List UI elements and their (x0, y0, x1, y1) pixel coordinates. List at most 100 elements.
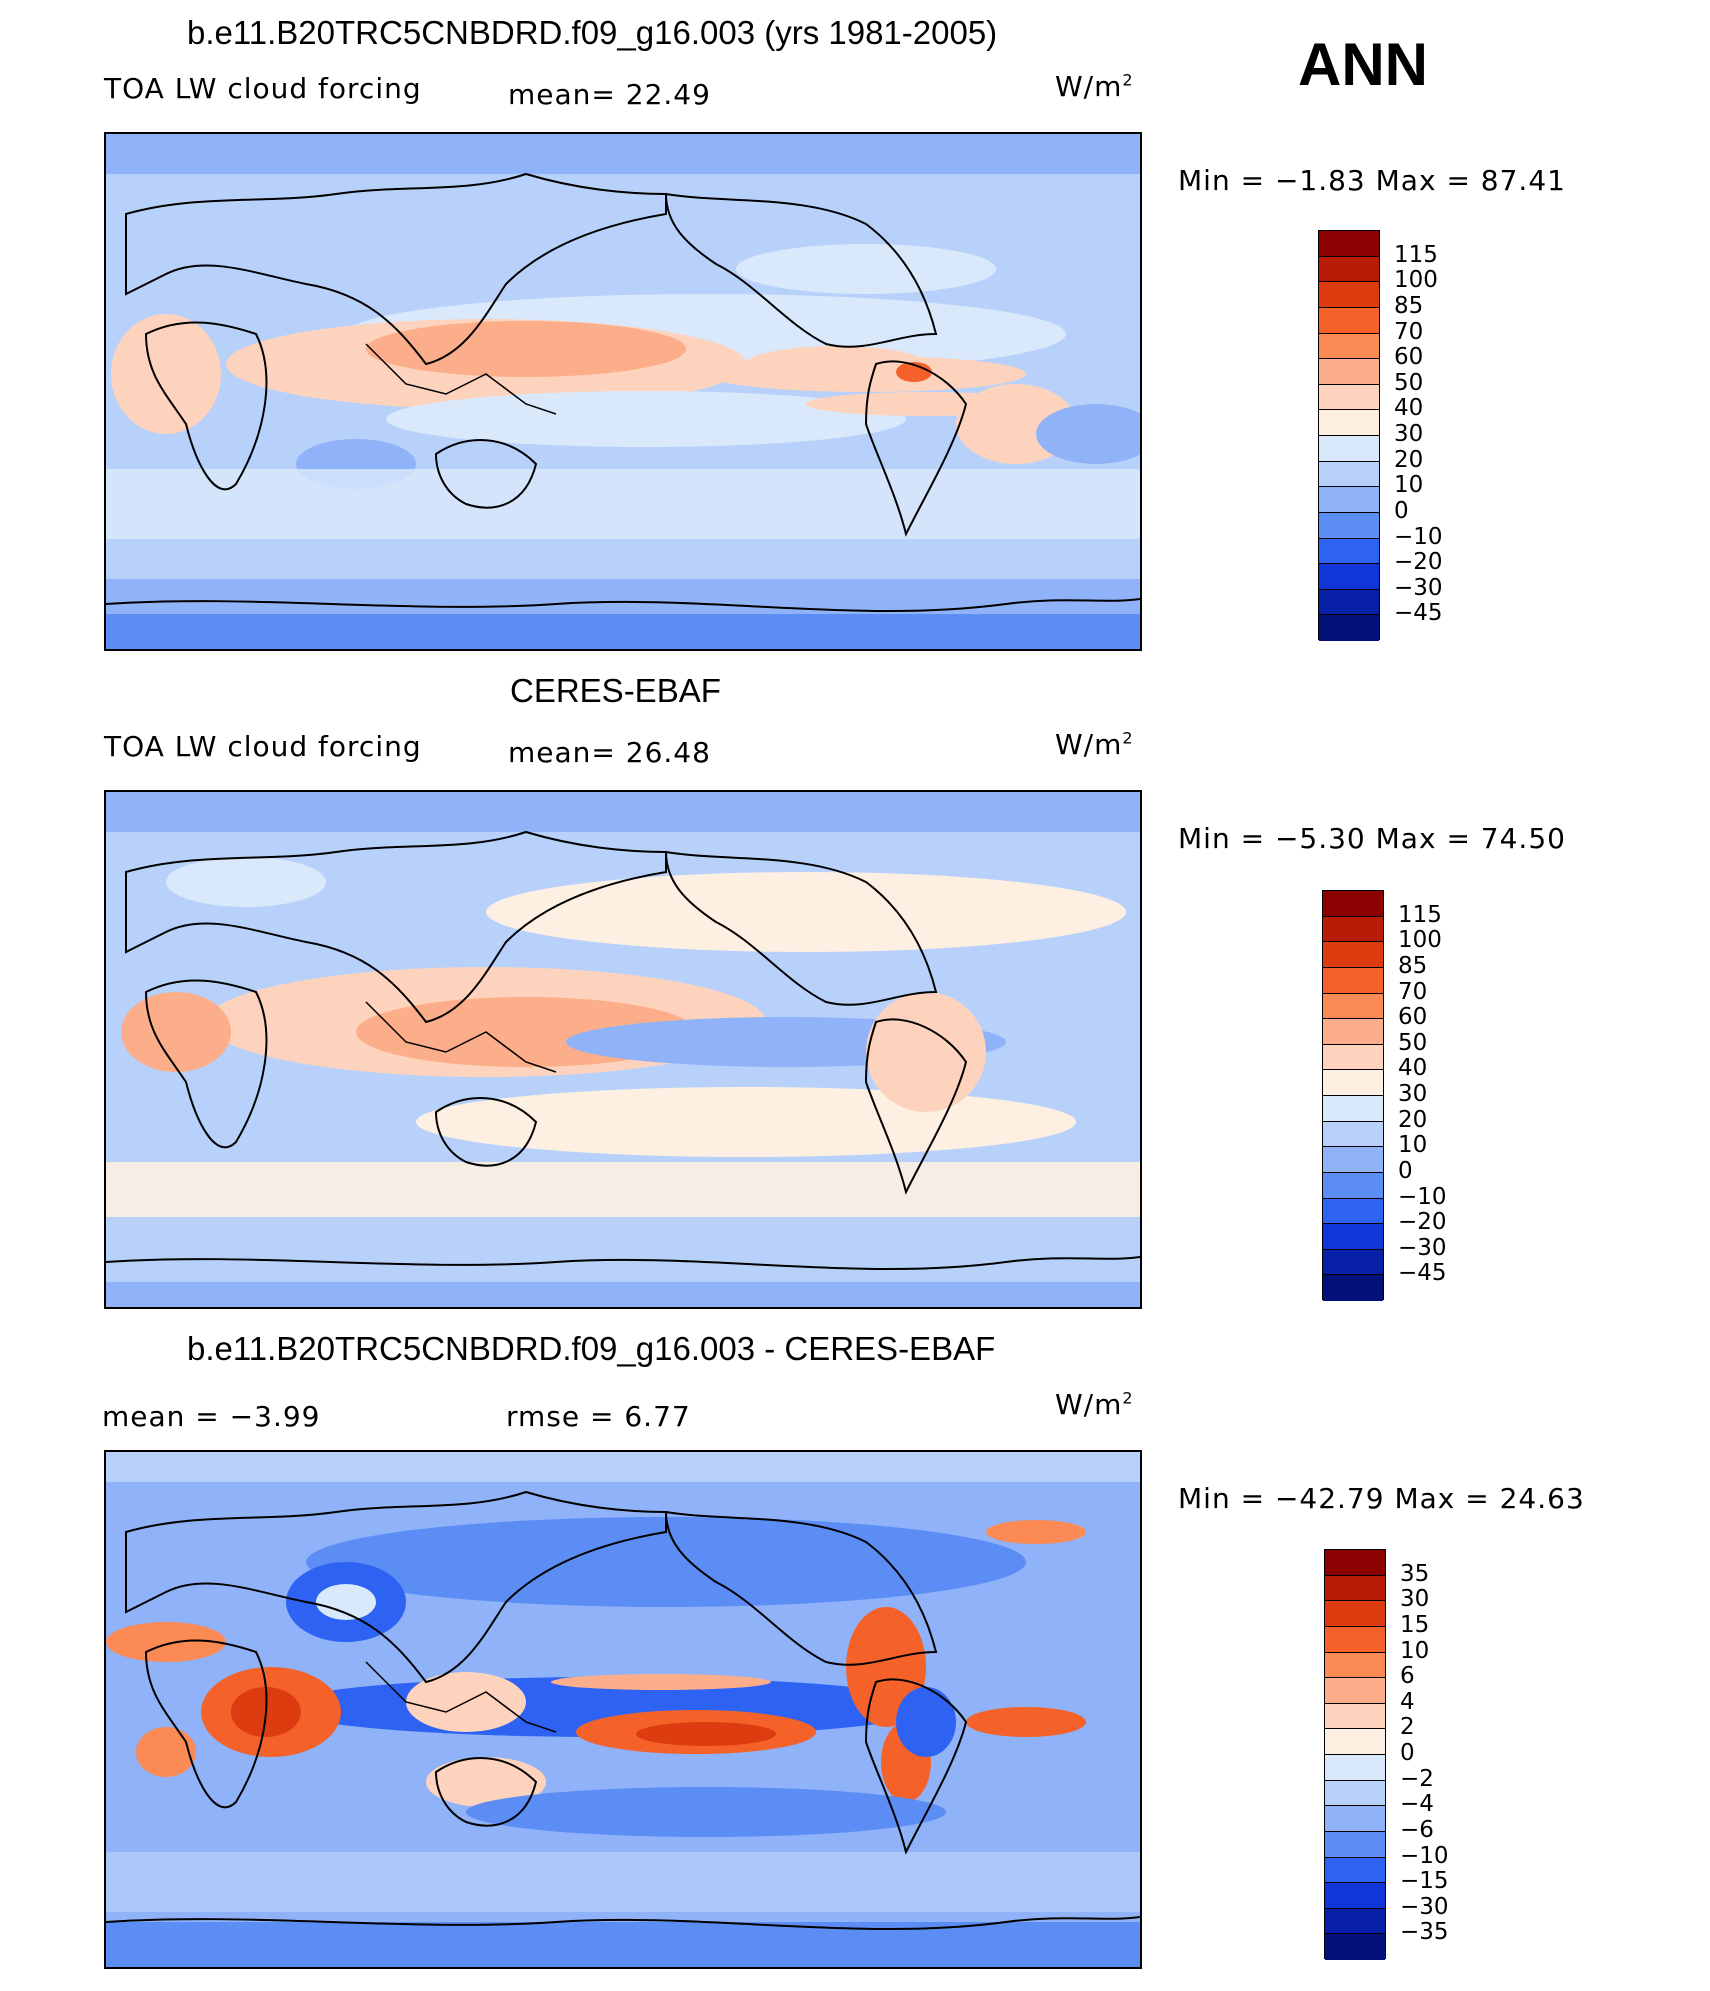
colorbar-swatch (1319, 410, 1379, 436)
colorbar-label: −10 (1394, 523, 1443, 550)
colorbar-label: 20 (1394, 446, 1424, 473)
colorbar-label: 85 (1394, 292, 1424, 319)
colorbar-label: 70 (1394, 318, 1424, 345)
colorbar-swatch (1323, 967, 1383, 994)
colorbar-label: 20 (1398, 1106, 1428, 1133)
panel-1-units: W/m2 (1055, 70, 1134, 103)
colorbar-label: 40 (1398, 1055, 1428, 1082)
colorbar-label: 10 (1398, 1132, 1428, 1159)
panel-1-variable-label: TOA LW cloud forcing (104, 72, 422, 105)
colorbar-label: −20 (1398, 1209, 1447, 1236)
panel-3-colorbar (1324, 1549, 1386, 1960)
colorbar-label: 115 (1398, 901, 1442, 928)
colorbar-swatch (1323, 1249, 1383, 1276)
colorbar-label: −35 (1400, 1919, 1449, 1946)
colorbar-label: 115 (1394, 241, 1438, 268)
colorbar-label: 0 (1394, 497, 1409, 524)
colorbar-swatch (1323, 942, 1383, 968)
colorbar-swatch (1323, 1070, 1383, 1096)
panel-2-title: CERES-EBAF (510, 672, 721, 709)
colorbar-swatch (1325, 1729, 1385, 1755)
panel-1-mean-label: mean= 22.49 (508, 78, 711, 111)
colorbar-label: 60 (1394, 344, 1424, 371)
colorbar-label: −2 (1400, 1765, 1434, 1792)
colorbar-label: 60 (1398, 1004, 1428, 1031)
colorbar-swatch (1325, 1857, 1385, 1884)
colorbar-label: 35 (1400, 1560, 1430, 1587)
colorbar-label: 30 (1398, 1081, 1428, 1107)
colorbar-swatch (1323, 1172, 1383, 1199)
colorbar-swatch (1319, 359, 1379, 385)
colorbar-swatch (1319, 615, 1379, 641)
colorbar-label: 100 (1398, 927, 1442, 954)
colorbar-swatch (1325, 1626, 1385, 1653)
colorbar-label: 0 (1400, 1740, 1415, 1766)
panel-2-mean-label: mean= 26.48 (508, 736, 711, 769)
panel-3-map (104, 1450, 1142, 1969)
colorbar-label: 10 (1394, 472, 1424, 499)
panel-1-title: b.e11.B20TRC5CNBDRD.f09_g16.003 (yrs 198… (187, 14, 998, 51)
colorbar-swatch (1325, 1806, 1385, 1832)
colorbar-swatch (1319, 461, 1379, 488)
colorbar-swatch (1319, 436, 1379, 462)
colorbar-swatch (1323, 993, 1383, 1020)
colorbar-swatch (1319, 333, 1379, 360)
colorbar-label: 30 (1400, 1586, 1430, 1613)
colorbar-label: 40 (1394, 395, 1424, 422)
colorbar-label: 2 (1400, 1714, 1415, 1741)
colorbar-swatch (1323, 1224, 1383, 1250)
colorbar-label: −30 (1394, 574, 1443, 601)
colorbar-label: 30 (1394, 421, 1424, 447)
colorbar-swatch (1323, 1147, 1383, 1173)
colorbar-label: −30 (1398, 1234, 1447, 1261)
panel-3-title: b.e11.B20TRC5CNBDRD.f09_g16.003 - CERES-… (187, 1330, 996, 1367)
panel-2-map (104, 790, 1142, 1309)
colorbar-swatch (1325, 1652, 1385, 1679)
colorbar-swatch (1323, 1121, 1383, 1148)
colorbar-swatch (1323, 1044, 1383, 1071)
colorbar-swatch (1319, 589, 1379, 616)
colorbar-swatch (1325, 1908, 1385, 1935)
colorbar-swatch (1319, 282, 1379, 308)
colorbar-label: −30 (1400, 1893, 1449, 1920)
panel-2-variable-label: TOA LW cloud forcing (104, 730, 422, 763)
colorbar-swatch (1319, 384, 1379, 411)
colorbar-swatch (1323, 1198, 1383, 1225)
colorbar-label: 100 (1394, 267, 1438, 294)
colorbar-swatch (1325, 1755, 1385, 1781)
colorbar-label: −45 (1394, 600, 1443, 627)
panel-3-minmax: Min = −42.79 Max = 24.63 (1178, 1482, 1585, 1515)
panel-1-minmax: Min = −1.83 Max = 87.41 (1178, 164, 1566, 197)
colorbar-label: 6 (1400, 1663, 1415, 1690)
colorbar-swatch (1319, 564, 1379, 590)
colorbar-swatch (1319, 256, 1379, 283)
colorbar-label: 15 (1400, 1611, 1430, 1638)
panel-2-minmax: Min = −5.30 Max = 74.50 (1178, 822, 1566, 855)
colorbar-swatch (1325, 1678, 1385, 1704)
colorbar-swatch (1319, 307, 1379, 334)
colorbar-swatch (1323, 1096, 1383, 1122)
colorbar-swatch (1325, 1703, 1385, 1730)
colorbar-label: −15 (1400, 1868, 1449, 1895)
colorbar-swatch (1325, 1883, 1385, 1909)
colorbar-swatch (1323, 916, 1383, 943)
colorbar-label: 50 (1394, 369, 1424, 396)
panel-1-map (104, 132, 1142, 651)
colorbar-label: 4 (1400, 1688, 1415, 1715)
colorbar-swatch (1325, 1575, 1385, 1602)
panel-1-colorbar (1318, 230, 1380, 641)
colorbar-label: −20 (1394, 549, 1443, 576)
colorbar-swatch (1319, 487, 1379, 513)
colorbar-swatch (1325, 1934, 1385, 1960)
colorbar-swatch (1323, 1019, 1383, 1045)
colorbar-swatch (1325, 1780, 1385, 1807)
colorbar-label: −10 (1400, 1842, 1449, 1869)
colorbar-label: −4 (1400, 1791, 1434, 1818)
panel-2-units: W/m2 (1055, 728, 1134, 761)
colorbar-label: −6 (1400, 1816, 1434, 1843)
colorbar-swatch (1325, 1831, 1385, 1858)
colorbar-label: 50 (1398, 1029, 1428, 1056)
colorbar-swatch (1319, 538, 1379, 565)
season-label: ANN (1298, 31, 1428, 98)
colorbar-swatch (1325, 1550, 1385, 1576)
